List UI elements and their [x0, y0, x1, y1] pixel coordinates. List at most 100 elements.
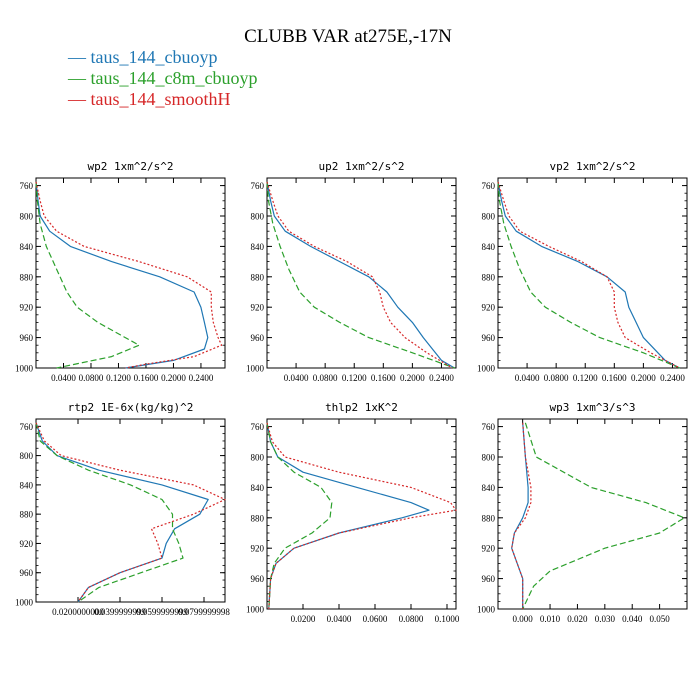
x-tick-label: 0.1600: [371, 373, 396, 383]
series-line-taus-144-smoothh: [266, 181, 453, 369]
y-tick-label: 1000: [15, 364, 34, 374]
y-tick-label: 1000: [477, 364, 496, 374]
plot-frame-vp2: [497, 177, 688, 369]
y-tick-label: 800: [20, 212, 34, 222]
x-tick-label: 0.0799999998: [178, 607, 230, 617]
plot-frame-wp2: [35, 177, 226, 369]
panel-wp3: wp3 1xm^3/s^3 760 800 840 880 920 960 1000 0.000…: [477, 401, 688, 624]
y-tick-label: 1000: [477, 605, 496, 615]
y-tick-label: 920: [251, 544, 265, 554]
legend: — taus_144_cbuoyp — taus_144_c8m_cbuoyp …: [67, 47, 257, 109]
x-tick-label: 0.0399999999: [94, 607, 146, 617]
x-tick-label: 0.2400: [429, 373, 454, 383]
x-tick-label: 0.1200: [342, 373, 367, 383]
y-tick-label: 760: [20, 422, 34, 432]
y-tick-label: 960: [482, 574, 496, 584]
x-tick-label: 0.0800: [313, 373, 338, 383]
y-tick-label: 840: [482, 483, 496, 493]
panel-vp2: vp2 1xm^2/s^2 760 800 840 880 920 960 1000 0.040…: [477, 160, 688, 383]
legend-entry-smoothh: — taus_144_smoothH: [67, 89, 231, 109]
panel-thlp2: thlp2 1xK^2 760 800 840 880 920 960 1000 0.0200 0…: [246, 401, 460, 624]
y-tick-label: 800: [251, 212, 265, 222]
x-tick-label: 0.020: [567, 614, 588, 624]
plot-frame-thlp2: [266, 418, 457, 610]
y-tick-label: 760: [20, 181, 34, 191]
x-tick-label: 0.0800: [79, 373, 104, 383]
y-tick-label: 760: [482, 181, 496, 191]
y-tick-label: 840: [251, 242, 265, 252]
x-tick-label: 0.2000: [631, 373, 656, 383]
y-tick-label: 760: [251, 422, 265, 432]
y-tick-label: 760: [251, 181, 265, 191]
series-line-taus-144-cbuoyp: [497, 181, 680, 369]
y-tick-label: 1000: [246, 605, 265, 615]
y-tick-label: 920: [20, 539, 34, 549]
x-tick-label: 0.0200000000: [52, 607, 104, 617]
panel-title-wp3: wp3 1xm^3/s^3: [549, 401, 635, 414]
x-tick-label: 0.1600: [134, 373, 159, 383]
y-tick-label: 840: [482, 242, 496, 252]
x-tick-label: 0.0599999999: [136, 607, 188, 617]
y-tick-label: 880: [20, 510, 34, 520]
x-tick-label: 0.000: [513, 614, 534, 624]
x-tick-label: 0.1200: [573, 373, 598, 383]
x-tick-label: 0.0400: [51, 373, 76, 383]
x-tick-label: 0.1000: [435, 614, 460, 624]
y-tick-label: 880: [482, 513, 496, 523]
series-line-taus-144-cbuoyp: [266, 181, 455, 369]
y-tick-label: 800: [20, 451, 34, 461]
panel-up2: up2 1xm^2/s^2 760 800 840 880 920 960 1000 0.040…: [246, 160, 457, 383]
y-tick-label: 800: [251, 453, 265, 463]
x-tick-label: 0.050: [649, 614, 670, 624]
x-tick-label: 0.0800: [399, 614, 424, 624]
panel-rtp2: rtp2 1E-6x(kg/kg)^2 760 800 840 880 920 960 100…: [15, 401, 230, 617]
panel-title-rtp2: rtp2 1E-6x(kg/kg)^2: [68, 401, 194, 414]
x-tick-label: 0.1600: [602, 373, 627, 383]
series-line-taus-144-c8m-cbuoyp: [266, 422, 333, 610]
x-tick-label: 0.0600: [363, 614, 388, 624]
x-tick-label: 0.2000: [161, 373, 186, 383]
series-line-taus-144-smoothh: [35, 181, 223, 369]
y-tick-label: 880: [251, 513, 265, 523]
y-tick-label: 920: [482, 544, 496, 554]
series-line-taus-144-c8m-cbuoyp: [35, 181, 140, 369]
y-tick-label: 760: [482, 422, 496, 432]
y-tick-label: 960: [20, 568, 34, 578]
x-tick-label: 0.1200: [106, 373, 131, 383]
y-tick-label: 880: [482, 272, 496, 282]
x-tick-label: 0.0800: [544, 373, 569, 383]
y-tick-label: 840: [20, 242, 34, 252]
panel-title-up2: up2 1xm^2/s^2: [318, 160, 404, 173]
series-line-taus-144-cbuoyp: [266, 422, 430, 610]
y-tick-label: 1000: [246, 364, 265, 374]
y-tick-label: 960: [482, 333, 496, 343]
x-tick-label: 0.0200: [291, 614, 316, 624]
y-tick-label: 840: [251, 483, 265, 493]
x-tick-label: 0.010: [540, 614, 561, 624]
x-tick-label: 0.2400: [189, 373, 214, 383]
series-line-taus-144-c8m-cbuoyp: [35, 422, 184, 603]
legend-entry-c8m-cbuoyp: — taus_144_c8m_cbuoyp: [67, 68, 257, 88]
y-tick-label: 1000: [15, 598, 34, 608]
y-tick-label: 800: [482, 453, 496, 463]
x-tick-label: 0.2400: [660, 373, 685, 383]
x-tick-label: 0.040: [622, 614, 643, 624]
x-tick-label: 0.0400: [284, 373, 309, 383]
series-line-taus-144-smoothh: [497, 181, 680, 369]
series-line-taus-144-smoothh: [35, 422, 226, 603]
y-tick-label: 960: [251, 574, 265, 584]
panel-title-vp2: vp2 1xm^2/s^2: [549, 160, 635, 173]
panel-title-thlp2: thlp2 1xK^2: [325, 401, 398, 414]
x-tick-label: 0.030: [595, 614, 616, 624]
series-line-taus-144-smoothh: [511, 422, 532, 609]
y-tick-label: 920: [482, 303, 496, 313]
plot-frame-rtp2: [35, 418, 226, 603]
x-tick-label: 0.0400: [515, 373, 540, 383]
x-tick-label: 0.0400: [327, 614, 352, 624]
y-tick-label: 880: [20, 272, 34, 282]
series-line-taus-144-c8m-cbuoyp: [266, 181, 455, 369]
legend-entry-cbuoyp: — taus_144_cbuoyp: [67, 47, 217, 67]
panel-title-wp2: wp2 1xm^2/s^2: [87, 160, 173, 173]
y-tick-label: 840: [20, 480, 34, 490]
